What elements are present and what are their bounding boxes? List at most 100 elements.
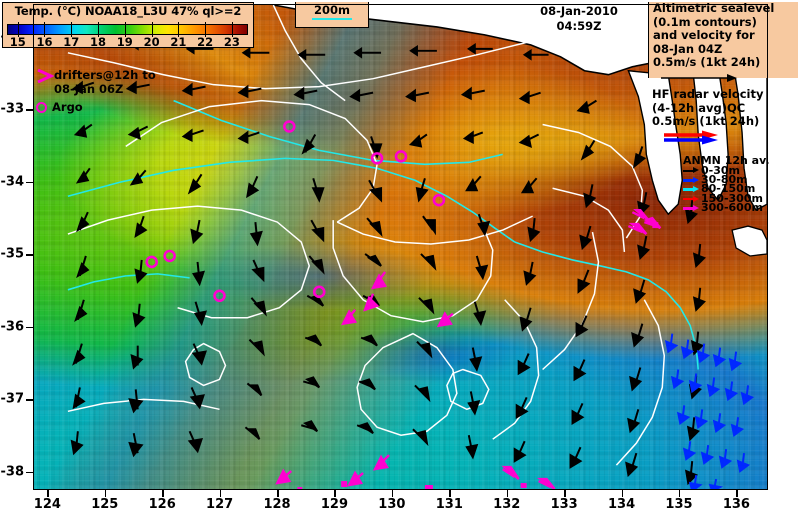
drifter-line-1: drifters@12h to	[54, 68, 156, 82]
colorbar-tickmark-17	[71, 22, 73, 37]
drifter-chevron-icon	[37, 69, 54, 83]
anmn-title: ANMN 12h av.	[683, 154, 770, 167]
land-polygons	[272, 5, 767, 257]
x-tickmark-128	[277, 490, 279, 497]
anmn-bin-row: 150-300m	[680, 191, 798, 205]
map-plot-area[interactable]	[33, 4, 768, 490]
colorbar-gradient	[7, 24, 248, 35]
x-tickmark-135	[678, 490, 681, 497]
x-tick-label-135: 135	[665, 497, 693, 512]
altimetry-legend: Altimetric sealevel (0.1m contours) and …	[648, 1, 798, 82]
anmn-bin-row: 300-600m	[680, 201, 798, 215]
colorbar-tickmark-19	[124, 22, 126, 37]
anmn-bin-row: 30-80m	[680, 174, 798, 185]
drifter-arrows	[275, 208, 662, 489]
timestamp-block: 08-Jan-2010 04:59Z	[520, 4, 638, 38]
y-tickmark-38	[26, 471, 33, 474]
magenta-flag-pixels	[297, 222, 659, 489]
y-tickmark-36	[26, 326, 33, 329]
colorbar-tick-15: 15	[9, 35, 26, 49]
timestamp-time: 04:59Z	[556, 19, 602, 33]
x-tick-label-129: 129	[320, 497, 349, 512]
drifter-arrow-icon	[36, 69, 54, 83]
y-tickmark-33	[26, 109, 33, 111]
colorbar-tickmark-21	[178, 22, 180, 37]
anmn-bin-row: 0-30m	[680, 163, 798, 177]
x-tick-label-127: 127	[206, 497, 234, 512]
altimetry-line-1: Altimetric sealevel	[653, 1, 775, 15]
anmn-legend: ANMN 12h av. 0-30m 30-80m 80-150m 150-300m 3…	[680, 155, 798, 213]
colorbar-tickmarks	[7, 22, 248, 37]
anmn-bin-row: 80-150m	[680, 182, 798, 196]
x-tick-label-136: 136	[722, 497, 750, 512]
colorbar-tick-labels: 15 16 17 18 19 20 21 22 23	[7, 35, 248, 49]
x-tickmark-124	[47, 490, 49, 497]
anmn-depth-bins: 0-30m 30-80m 80-150m 150-300m 300-600m	[680, 163, 798, 215]
sealevel-contours	[67, 5, 666, 466]
altimetry-scale-arrow-icon	[661, 73, 737, 82]
hf-radar-legend: HF radar velocity (4-12h avg)QC 0.5m/s (…	[648, 87, 798, 150]
x-tickmark-132	[506, 490, 509, 497]
peninsula-east	[691, 63, 729, 202]
map-overlays	[67, 5, 767, 489]
x-tickmark-126	[162, 490, 164, 497]
x-tick-label-125: 125	[91, 497, 119, 512]
colorbar-tick-18: 18	[90, 35, 107, 49]
x-tickmark-130	[391, 490, 394, 497]
x-tickmark-131	[449, 490, 451, 497]
bathymetry-label: 200m	[314, 3, 350, 17]
kangaroo-island	[731, 225, 767, 257]
velocity-vectors	[70, 33, 706, 486]
colorbar-legend: Temp. (°C) NOAA18_L3U 47% ql>=2 15 16 17 18…	[2, 2, 254, 49]
colorbar-tickmark-23	[231, 22, 233, 37]
colorbar-tick-21: 21	[170, 35, 187, 49]
colorbar-tick-22: 22	[197, 35, 214, 49]
anmn-bin-label: 80-150m	[701, 182, 756, 196]
drifter-line-2: 08-Jan 06Z	[54, 82, 124, 96]
colorbar-tick-23: 23	[223, 35, 240, 49]
colorbar-tick-16: 16	[36, 35, 53, 49]
x-tickmark-133	[564, 490, 566, 497]
y-tick-label-35: -35	[0, 246, 25, 262]
x-tick-label-134: 134	[607, 497, 636, 512]
y-tick-label-38: -38	[0, 464, 25, 480]
y-tickmark-34	[26, 181, 33, 184]
x-tick-label-126: 126	[148, 497, 176, 512]
argo-entry: Argo	[36, 100, 160, 114]
x-tick-label-131: 131	[435, 497, 463, 512]
anmn-arrow-icon	[683, 204, 701, 213]
x-tick-label-128: 128	[263, 497, 291, 512]
x-tickmark-129	[334, 490, 336, 497]
hf-radar-scale-arrow-icon	[664, 130, 718, 145]
peninsula-west	[627, 69, 683, 216]
drifter-legend: drifters@12h to 08-Jan 06Z Argo	[36, 68, 160, 120]
colorbar-tickmark-18	[98, 22, 100, 37]
timestamp-date: 08-Jan-2010	[540, 4, 618, 18]
x-tick-label-133: 133	[550, 497, 578, 512]
hf-radar-line-1: HF radar velocity	[652, 87, 764, 101]
x-tickmark-136	[736, 490, 738, 497]
x-tick-label-130: 130	[378, 497, 406, 512]
anmn-arrow-icon	[683, 166, 701, 175]
anmn-arrow-icon	[683, 194, 701, 203]
y-tick-label-34: -34	[0, 174, 25, 190]
coastline-north	[272, 5, 767, 76]
altimetry-line-4: 08-Jan 04Z	[653, 41, 723, 56]
y-tickmark-37	[26, 399, 33, 401]
x-tickmark-127	[219, 490, 222, 497]
anmn-bin-label: 0-30m	[701, 163, 740, 177]
bathymetry-color-rule	[312, 18, 352, 20]
anmn-bin-label: 300-600m	[701, 201, 763, 215]
hf-radar-vectors	[664, 333, 755, 489]
colorbar-title: Temp. (°C) NOAA18_L3U 47% ql>=2	[14, 4, 242, 18]
bathymetry-legend: 200m	[295, 2, 369, 28]
colorbar-tickmark-20	[151, 22, 153, 37]
gulf-st-vincent-land	[731, 52, 767, 212]
y-tick-label-33: -33	[0, 101, 25, 117]
altimetry-line-3: and velocity for	[653, 28, 755, 43]
argo-label: Argo	[52, 100, 83, 114]
altimetry-line-5: 0.5m/s (1kt 24h)	[653, 55, 761, 70]
altimetry-line-2: (0.1m contours)	[653, 14, 757, 29]
anmn-bin-label: 150-300m	[701, 191, 763, 205]
